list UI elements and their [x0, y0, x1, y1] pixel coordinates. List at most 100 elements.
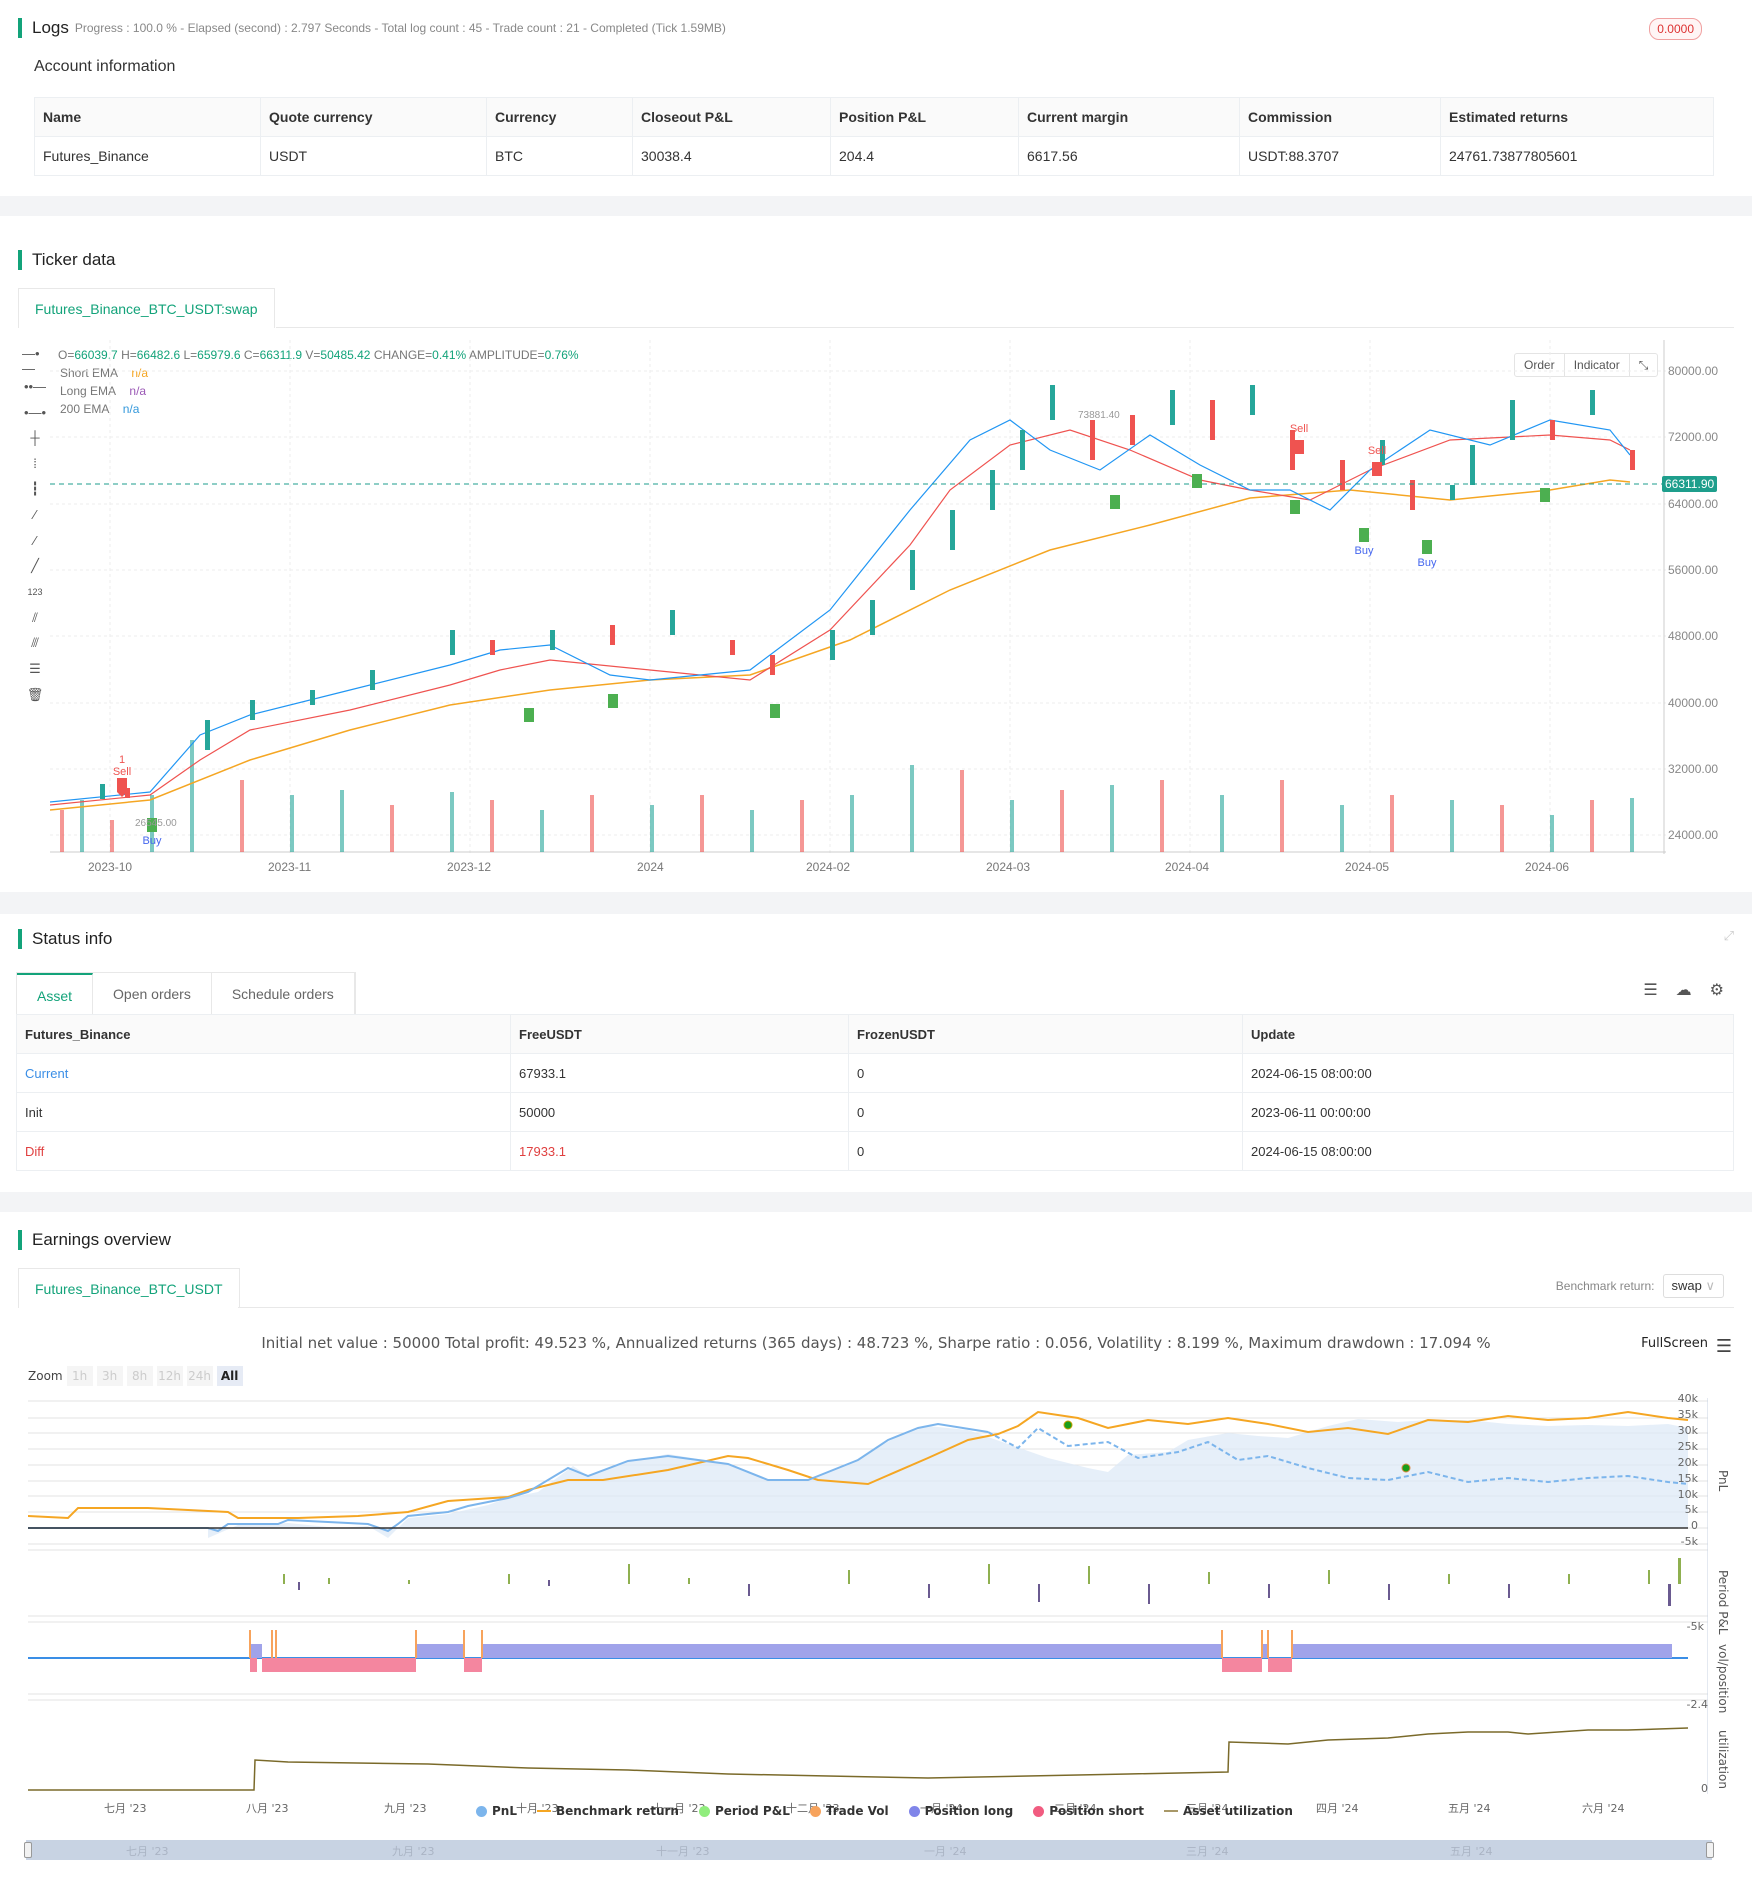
cell-update: 2024-06-15 08:00:00 — [1242, 1053, 1734, 1093]
status-toolbar: ☰ ☁ ⚙ — [1643, 980, 1724, 1000]
legend-benchmark[interactable]: Benchmark return — [536, 1804, 679, 1818]
cell-estimated-returns: 24761.73877805601 — [1440, 136, 1714, 176]
svg-text:Buy: Buy — [1355, 545, 1374, 557]
order-button[interactable]: Order — [1515, 354, 1565, 376]
y-tick: 24000.00 — [1668, 828, 1719, 842]
indicator-value: n/a — [122, 402, 140, 416]
legend-pnl[interactable]: PnL — [476, 1804, 517, 1818]
vertical-ray-icon[interactable]: ⁞ — [33, 456, 37, 472]
cell-update: 2024-06-15 08:00:00 — [1242, 1131, 1734, 1171]
legend-period-pnl[interactable]: Period P&L — [698, 1804, 790, 1818]
x-tick: 2024-04 — [1165, 860, 1210, 874]
pnl-line — [28, 1422, 989, 1533]
y-tick: 56000.00 — [1668, 563, 1719, 577]
tab-schedule-orders[interactable]: Schedule orders — [212, 973, 355, 1014]
zoom-controls: Zoom 1h 3h 8h 12h 24h All — [28, 1366, 243, 1386]
zoom-8h[interactable]: 8h — [126, 1366, 153, 1386]
price-label-icon[interactable]: 123 — [27, 587, 43, 598]
status-expand-icon[interactable]: ⤢ — [1723, 928, 1734, 943]
table-row: Diff 17933.1 0 2024-06-15 08:00:00 — [16, 1131, 1734, 1171]
legend-label: Trade Vol — [825, 1804, 889, 1818]
benchmark-line-icon — [536, 1810, 551, 1812]
indicator-short-ema: Short EMA n/a — [60, 366, 148, 380]
tab-btc-usdt[interactable]: Futures_Binance_BTC_USDT — [18, 1268, 240, 1308]
earnings-chart[interactable] — [28, 1398, 1708, 1794]
fibonacci-icon[interactable]: ☰ — [29, 661, 41, 677]
navigator-scrollbar[interactable]: 七月 '23 九月 '23 十一月 '23 一月 '24 三月 '24 五月 '… — [24, 1840, 1714, 1860]
cell-currency: BTC — [486, 136, 633, 176]
legend-asset-utilization[interactable]: Asset utilization — [1163, 1804, 1293, 1818]
tab-btc-usdt-swap[interactable]: Futures_Binance_BTC_USDT:swap — [18, 288, 275, 328]
zoom-1h[interactable]: 1h — [66, 1366, 93, 1386]
open-value: 66039.7 — [74, 348, 118, 362]
volume-label: V= — [302, 348, 321, 362]
amplitude-value: 0.76% — [544, 348, 579, 362]
legend-label: Position short — [1049, 1804, 1144, 1818]
x-tick: 七月 '23 — [104, 1802, 147, 1815]
position-short — [250, 1658, 257, 1672]
row-label-current[interactable]: Current — [16, 1053, 511, 1093]
cell-current-margin: 6617.56 — [1018, 136, 1240, 176]
legend-label: Benchmark return — [555, 1804, 679, 1818]
x-tick: 二月 '24 — [1054, 1802, 1097, 1815]
horizontal-segment-icon[interactable]: •—• — [23, 404, 47, 420]
benchmark-label: Benchmark return: — [1555, 1279, 1655, 1293]
price-channel-icon[interactable]: ⫻ — [31, 635, 39, 651]
list-icon[interactable]: ☰ — [1643, 982, 1658, 999]
candlestick-chart[interactable]: 1 Sell Buy 26545.00 73881.40 Sell Sell B… — [50, 340, 1666, 854]
x-tick: 2024 — [637, 860, 664, 874]
trend-line-icon[interactable]: ⁄ — [33, 507, 37, 523]
trash-icon[interactable]: 🗑 — [26, 686, 44, 702]
gear-icon[interactable]: ⚙ — [1709, 982, 1724, 999]
x-tick: 四月 '24 — [1316, 1802, 1359, 1815]
y-tick: 72000.00 — [1668, 430, 1719, 444]
drawing-toolbar: —•— ••— •—• ┼ ⁞ ┇ ⁄ ∕ ╱ 123 ⫽ ⫻ ☰ 🗑 — [22, 345, 48, 708]
account-table: Name Quote currency Currency Closeout P&… — [34, 97, 1714, 176]
horizontal-ray-icon[interactable]: ••— — [23, 379, 47, 395]
legend-trade-vol[interactable]: Trade Vol — [809, 1804, 889, 1818]
indicator-button[interactable]: Indicator — [1565, 354, 1630, 376]
zoom-24h[interactable]: 24h — [186, 1366, 213, 1386]
pnl-dot-icon — [476, 1805, 487, 1817]
segment-line-icon[interactable]: ╱ — [31, 558, 39, 574]
legend-label: Period P&L — [714, 1804, 790, 1818]
x-tick: 2024-06 — [1525, 860, 1570, 874]
pnl-y-tick: 30k — [1677, 1424, 1698, 1437]
position-tick: -2.4 — [1686, 1698, 1708, 1711]
cell-closeout-pnl: 30038.4 — [632, 136, 831, 176]
zoom-12h[interactable]: 12h — [156, 1366, 183, 1386]
parallel-lines-icon[interactable]: ⫽ — [32, 609, 38, 625]
benchmark-dropdown[interactable]: swap ∨ — [1662, 1274, 1724, 1298]
col-frozen-usdt: FrozenUSDT — [848, 1014, 1243, 1054]
tab-open-orders[interactable]: Open orders — [93, 973, 212, 1014]
pnl-axis-title: PnL — [1716, 1470, 1730, 1492]
navigator-right-handle[interactable] — [1706, 1842, 1714, 1858]
x-tick: 2024-02 — [806, 860, 851, 874]
fullscreen-icon[interactable]: ⤡ — [1638, 358, 1649, 372]
navigator-left-handle[interactable] — [24, 1842, 32, 1858]
ray-line-icon[interactable]: ∕ — [33, 533, 37, 549]
low-label: L= — [180, 348, 198, 362]
legend-position-long[interactable]: Position long — [908, 1804, 1013, 1818]
account-header-row: Name Quote currency Currency Closeout P&… — [34, 97, 1714, 137]
cloud-download-icon[interactable]: ☁ — [1675, 982, 1692, 999]
menu-icon[interactable]: ☰ — [1715, 1336, 1732, 1356]
period-pnl-dot-icon — [698, 1805, 710, 1817]
cell-free: 17933.1 — [510, 1131, 849, 1171]
table-row: Init 50000 0 2023-06-11 00:00:00 — [16, 1092, 1734, 1132]
cell-free: 50000 — [510, 1092, 849, 1132]
close-value: 66311.9 — [259, 348, 303, 362]
vertical-line-icon[interactable]: ┼ — [30, 430, 40, 446]
col-closeout-pnl: Closeout P&L — [632, 97, 831, 137]
zoom-3h[interactable]: 3h — [96, 1366, 123, 1386]
x-tick: 三月 '24 — [1186, 1802, 1229, 1815]
svg-text:Sell: Sell — [1290, 423, 1308, 435]
current-price-tag: 66311.90 — [1662, 476, 1718, 492]
fullscreen-button[interactable]: FullScreen — [1641, 1336, 1708, 1351]
horizontal-line-icon[interactable]: —•— — [22, 345, 40, 376]
zoom-all[interactable]: All — [216, 1366, 243, 1386]
navigator-tick: 一月 '24 — [924, 1845, 967, 1858]
vertical-segment-icon[interactable]: ┇ — [31, 481, 39, 497]
tab-asset[interactable]: Asset — [17, 973, 94, 1014]
legend-position-short[interactable]: Position short — [1033, 1804, 1144, 1818]
